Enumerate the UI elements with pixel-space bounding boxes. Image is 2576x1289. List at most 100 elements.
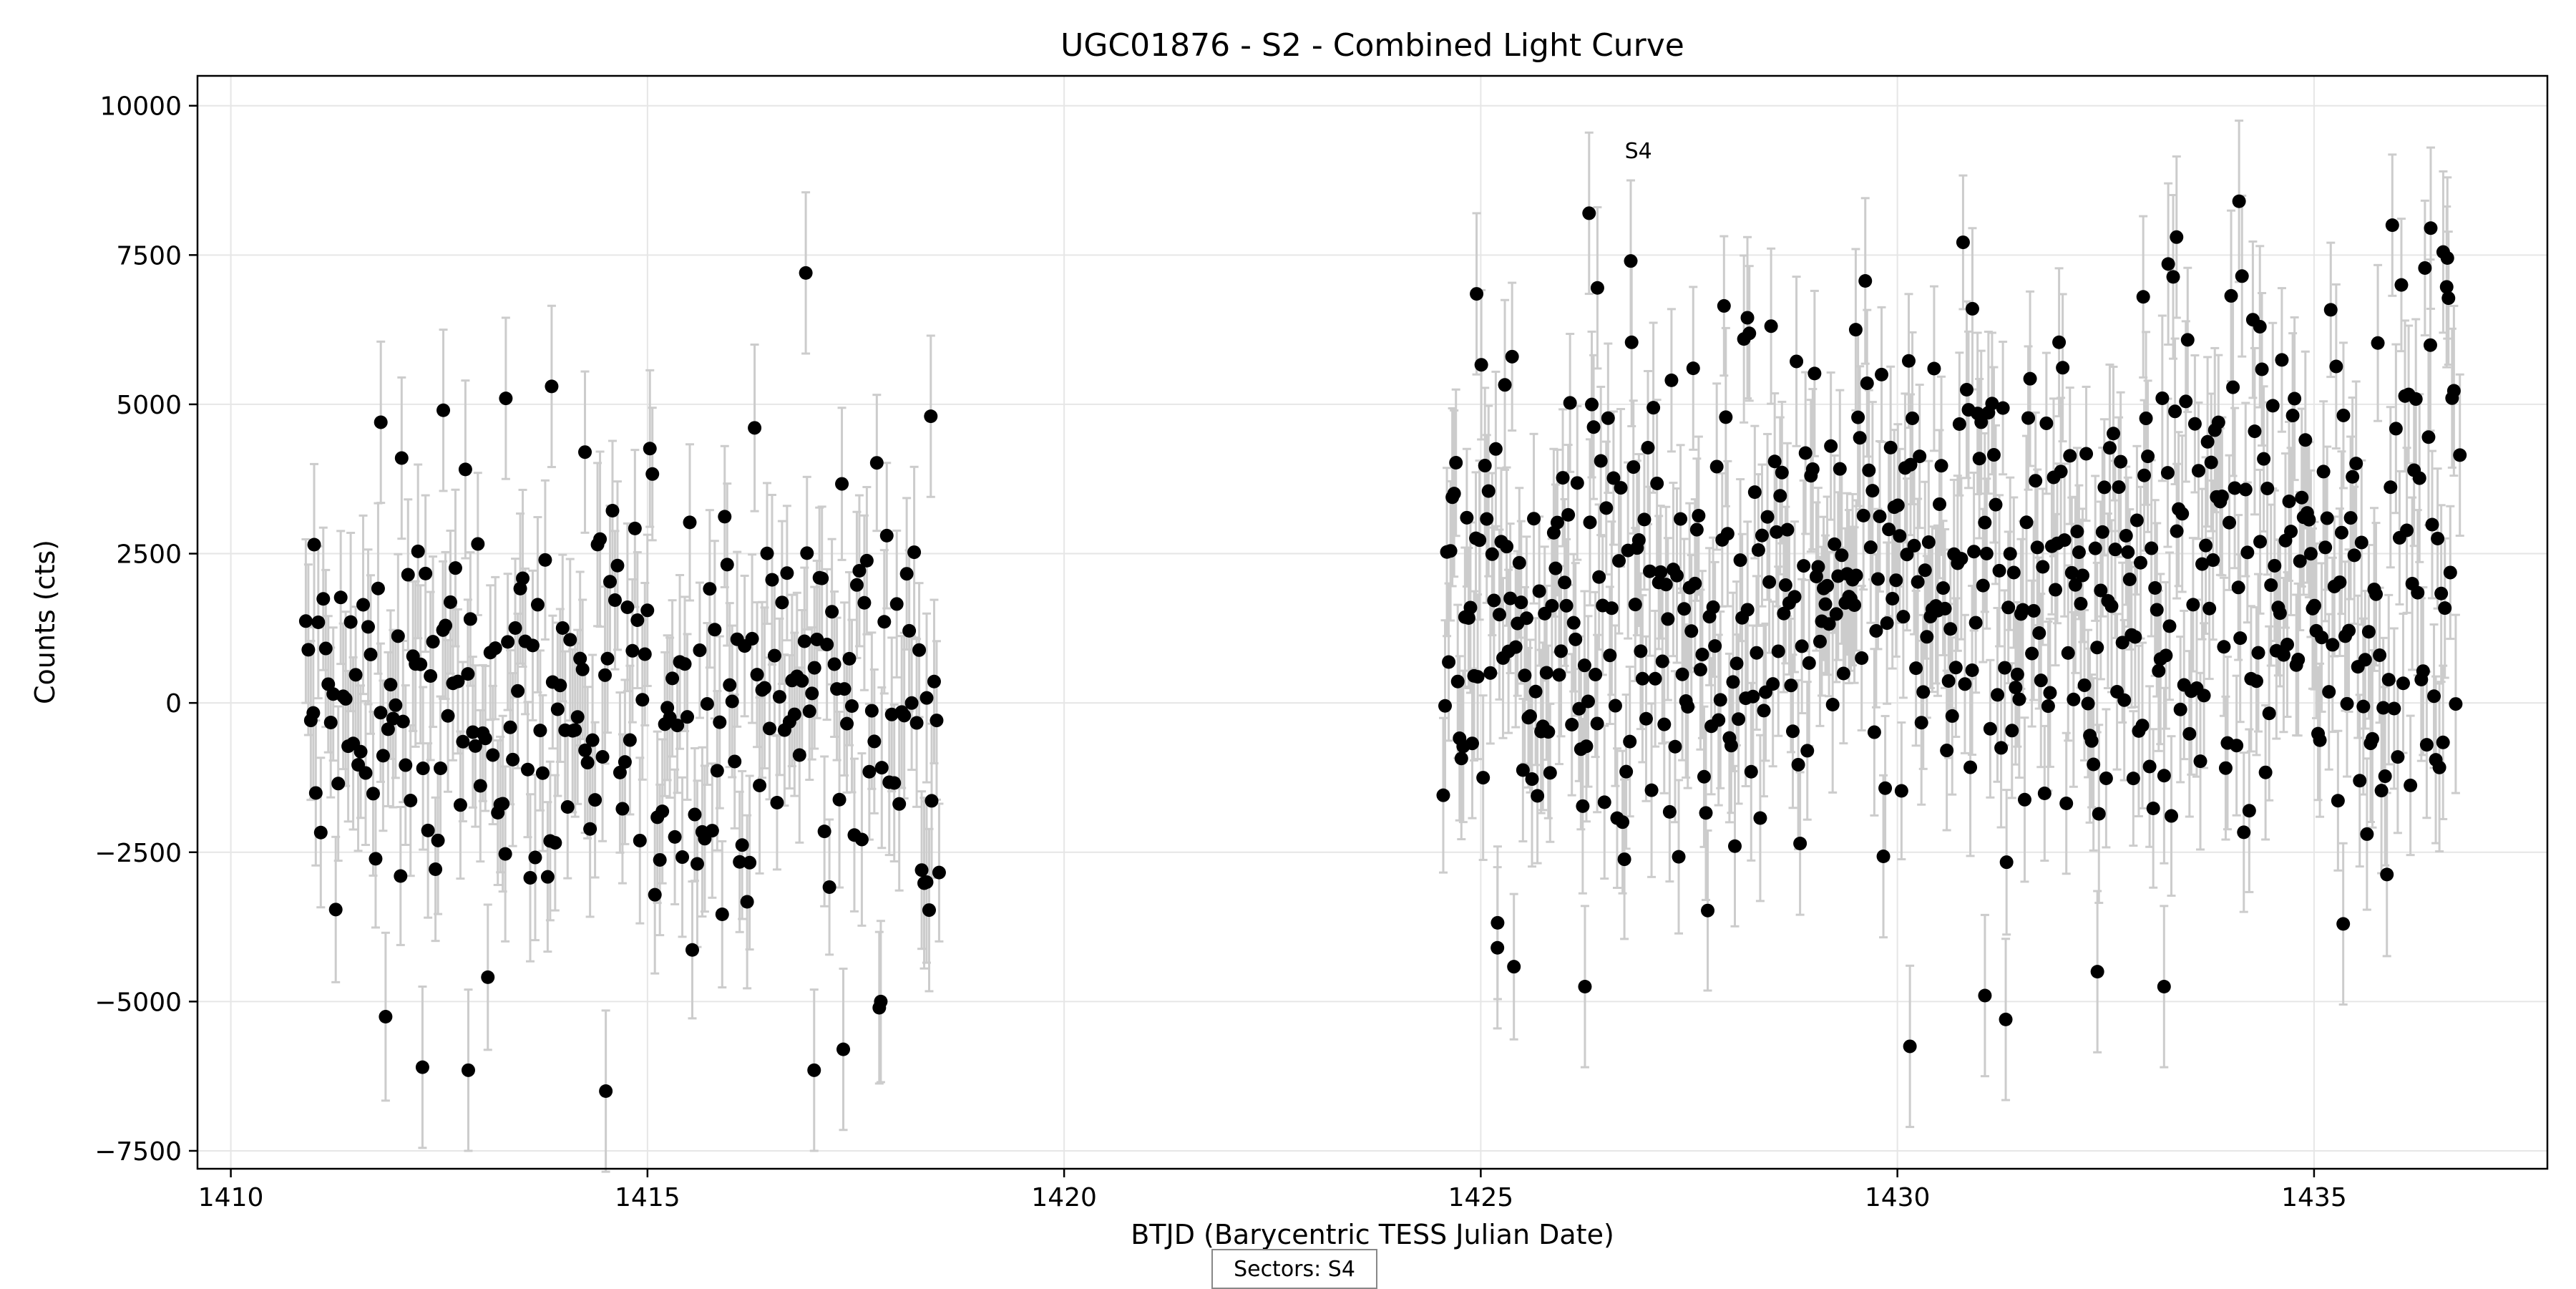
data-point [1965,663,1979,678]
data-point [723,678,737,692]
data-point [2052,335,2067,349]
data-point [665,671,680,686]
data-point [1724,739,1738,753]
data-point [1746,689,1760,704]
data-point [1813,634,1827,648]
data-point [1869,623,1883,638]
data-point [1762,575,1777,589]
data-point [1907,538,1921,553]
data-point [710,764,724,778]
data-point [1793,837,1807,851]
data-point [852,563,867,578]
data-point [2043,686,2057,700]
data-point [2197,689,2211,703]
data-point [2449,697,2463,711]
data-point [415,1060,429,1074]
data-point [307,538,321,552]
data-point [2081,696,2095,711]
data-point [456,734,470,749]
data-point [1601,411,1615,425]
data-point [1436,788,1450,802]
data-point [2432,760,2446,774]
y-tick-label: 7500 [116,241,182,271]
data-point [2360,827,2374,841]
data-point [2102,441,2117,455]
data-point [1983,721,1997,736]
data-point [1539,666,1553,680]
data-point [2135,719,2150,733]
data-point [1570,476,1584,490]
data-point [912,643,927,657]
data-point [2218,761,2233,775]
data-point [323,715,338,729]
data-point [511,684,525,698]
data-point [1487,593,1501,608]
data-point [2114,454,2128,469]
data-point [1582,206,1596,220]
data-point [2233,631,2248,646]
data-point [419,566,433,580]
data-point [453,798,467,812]
data-point [1608,699,1622,713]
data-point [478,731,492,746]
data-point [2424,221,2438,235]
data-point [668,830,682,844]
data-point [2088,541,2102,555]
data-point [1828,537,1842,551]
data-point [919,691,934,705]
data-point [308,786,323,800]
data-point [1532,584,1546,598]
data-point [1829,607,1843,621]
data-point [1450,674,1465,689]
data-point [1572,701,1586,716]
data-point [2142,759,2157,774]
data-point [1454,751,1468,766]
data-point [1505,349,1519,364]
data-point [2029,474,2043,488]
data-point [1865,484,1880,498]
data-point [2409,392,2423,407]
data-point [1554,644,1568,658]
y-tick-label: 0 [165,689,182,719]
data-point [2416,664,2430,678]
data-point [1948,661,1963,675]
data-point [1481,484,1496,498]
data-point [318,641,333,656]
data-point [2202,601,2217,616]
data-point [401,568,415,582]
data-point [1594,454,1608,468]
data-point [1677,602,1692,616]
data-point [2295,490,2309,505]
data-point [835,477,849,491]
data-point [328,903,343,917]
data-point [1994,741,2009,755]
data-point [1563,396,1577,410]
data-point [2230,739,2244,753]
data-point [1603,648,1617,663]
data-point [1757,704,1771,718]
data-point [2054,464,2068,479]
data-point [399,758,413,772]
data-point [2404,778,2418,792]
data-point [2077,678,2092,692]
data-point [431,833,445,847]
data-point [1483,666,1498,680]
data-point [343,615,358,629]
data-point [361,620,376,634]
data-point [1668,739,1682,754]
data-point [1744,764,1758,779]
data-point [498,847,512,861]
data-point [1818,597,1833,611]
data-point [2326,638,2340,652]
data-point [429,862,443,876]
data-point [1674,512,1688,526]
data-point [555,621,570,636]
data-point [2394,278,2409,292]
data-point [2268,558,2282,573]
data-point [1835,548,1849,563]
data-point [1999,1012,2013,1026]
data-point [693,643,707,658]
data-point [2032,626,2046,641]
data-point [854,832,869,847]
